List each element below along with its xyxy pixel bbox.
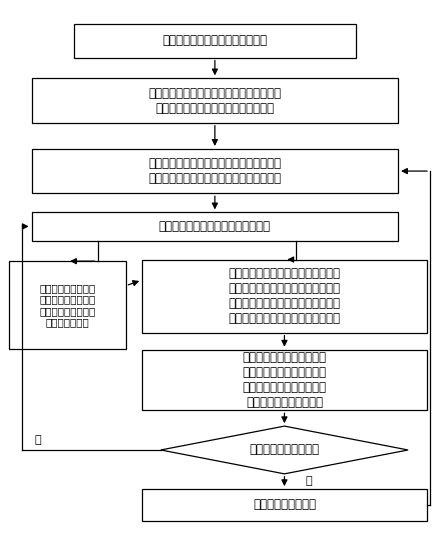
Text: 根据基本事件存储库和复杂
事件存储库中的历史事件，
基于规则自动生成机制生成
规则，并存储至规则池中: 根据基本事件存储库和复杂 事件存储库中的历史事件， 基于规则自动生成机制生成 规…	[242, 351, 326, 409]
Bar	[31, 149, 398, 193]
Bar	[142, 259, 427, 333]
Polygon shape	[161, 426, 408, 474]
Text: 否: 否	[34, 435, 41, 445]
Bar	[74, 24, 356, 58]
Text: 顺序读取基本事件存储库，依据复杂
事件图模型和敏感点位置，进行基于
故障敏感点的图遍历事件检测，获得
的新的复杂事件存入复杂事件存储库: 顺序读取基本事件存储库，依据复杂 事件图模型和敏感点位置，进行基于 故障敏感点的…	[229, 267, 340, 325]
Bar	[9, 261, 126, 349]
Text: 用户输入业务逻辑到规则解析模块: 用户输入业务逻辑到规则解析模块	[163, 34, 268, 47]
Text: 复杂事件图模型构造模块将规则池中的规则
转换为事件图模型并标记耦合结点的概合度: 复杂事件图模型构造模块将规则池中的规则 转换为事件图模型并标记耦合结点的概合度	[148, 157, 281, 185]
Text: 规则解析模块将业务逻辑解析成符合事件检
测要求的事件规则，并存储至规则池中: 规则解析模块将业务逻辑解析成符合事件检 测要求的事件规则，并存储至规则池中	[148, 86, 281, 115]
Text: 规则池中规则发生改变: 规则池中规则发生改变	[249, 443, 319, 456]
Bar	[142, 489, 427, 521]
Text: 更新规则池中的规则: 更新规则池中的规则	[253, 498, 316, 511]
Text: 敏感点检测模块进行敏感点位置判定: 敏感点检测模块进行敏感点位置判定	[159, 220, 271, 233]
Bar	[31, 212, 398, 240]
Text: 是: 是	[305, 477, 312, 486]
Bar	[31, 78, 398, 123]
Bar	[142, 350, 427, 410]
Text: 启动基本事件采集模
块，从感知设备中采
集基本事件并存入基
本事件存储库中: 启动基本事件采集模 块，从感知设备中采 集基本事件并存入基 本事件存储库中	[39, 283, 95, 327]
